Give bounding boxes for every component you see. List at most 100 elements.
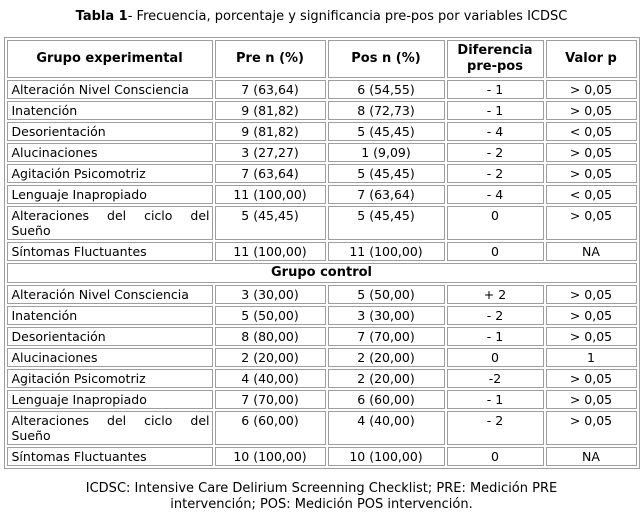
- col-header-pos: Pos n (%): [327, 40, 445, 78]
- row-label-cell: Síntomas Fluctuantes: [6, 447, 213, 466]
- table-row: Alucinaciones 3 (27,27) 1 (9,09) - 2 > 0,05: [6, 143, 637, 162]
- p-value-cell: < 0,05: [545, 185, 637, 204]
- footnote-line-1: ICDSC: Intensive Care Delirium Screennin…: [85, 481, 558, 496]
- control-tbody: Alteración Nivel Consciencia 3 (30,00) 5 (…: [6, 285, 637, 466]
- pos-value-cell: 6 (54,55): [327, 80, 445, 99]
- pre-value-cell: 10 (100,00): [214, 447, 326, 466]
- pre-value-cell: 6 (60,00): [214, 411, 326, 445]
- pos-value-cell: 10 (100,00): [327, 447, 445, 466]
- table-row: Desorientación 8 (80,00) 7 (70,00) - 1 > 0,0…: [6, 327, 637, 346]
- group-control-row: Grupo control: [6, 263, 637, 283]
- pos-value-cell: 2 (20,00): [327, 369, 445, 388]
- diff-value-cell: - 2: [446, 143, 544, 162]
- row-label-cell: Síntomas Fluctuantes: [6, 242, 213, 261]
- p-value-cell: > 0,05: [545, 206, 637, 240]
- table-row: Alteraciones del ciclo del Sueño 5 (45,45…: [6, 206, 637, 240]
- header-row: Grupo experimental Pre n (%) Pos n (%) D…: [6, 40, 637, 78]
- row-label-cell: Alucinaciones: [6, 348, 213, 367]
- row-label-cell: Inatención: [6, 101, 213, 120]
- diff-value-cell: 0: [446, 447, 544, 466]
- table-footnote: ICDSC: Intensive Care Delirium Screennin…: [0, 481, 643, 513]
- col-header-diferencia: Diferencia pre-pos: [446, 40, 544, 78]
- pos-value-cell: 5 (45,45): [327, 122, 445, 141]
- pre-value-cell: 9 (81,82): [214, 101, 326, 120]
- pre-value-cell: 11 (100,00): [214, 185, 326, 204]
- diff-value-cell: - 2: [446, 306, 544, 325]
- row-label-cell: Lenguaje Inapropiado: [6, 390, 213, 409]
- p-value-cell: > 0,05: [545, 101, 637, 120]
- data-table: Grupo experimental Pre n (%) Pos n (%) D…: [3, 37, 640, 469]
- diff-value-cell: - 4: [446, 185, 544, 204]
- p-value-cell: NA: [545, 447, 637, 466]
- p-value-cell: NA: [545, 242, 637, 261]
- p-value-cell: > 0,05: [545, 306, 637, 325]
- pos-value-cell: 5 (45,45): [327, 164, 445, 183]
- experimental-tbody: Alteración Nivel Consciencia 7 (63,64) 6 (…: [6, 80, 637, 261]
- p-value-cell: > 0,05: [545, 390, 637, 409]
- row-label-cell: Alucinaciones: [6, 143, 213, 162]
- diff-value-cell: - 1: [446, 101, 544, 120]
- table-row: Lenguaje Inapropiado 11 (100,00) 7 (63,64)…: [6, 185, 637, 204]
- diff-value-cell: - 1: [446, 390, 544, 409]
- diff-value-cell: - 2: [446, 411, 544, 445]
- p-value-cell: 1: [545, 348, 637, 367]
- pos-value-cell: 5 (45,45): [327, 206, 445, 240]
- pre-value-cell: 7 (70,00): [214, 390, 326, 409]
- pre-value-cell: 2 (20,00): [214, 348, 326, 367]
- row-label-cell: Inatención: [6, 306, 213, 325]
- table-row: Inatención 5 (50,00) 3 (30,00) - 2 > 0,05: [6, 306, 637, 325]
- pos-value-cell: 7 (70,00): [327, 327, 445, 346]
- pre-value-cell: 11 (100,00): [214, 242, 326, 261]
- pre-value-cell: 3 (27,27): [214, 143, 326, 162]
- col-header-valor-p: Valor p: [545, 40, 637, 78]
- pos-value-cell: 11 (100,00): [327, 242, 445, 261]
- p-value-cell: > 0,05: [545, 411, 637, 445]
- diff-value-cell: 0: [446, 242, 544, 261]
- pos-value-cell: 1 (9,09): [327, 143, 445, 162]
- group-control-label: Grupo control: [6, 263, 637, 283]
- diff-value-cell: + 2: [446, 285, 544, 304]
- pre-value-cell: 8 (80,00): [214, 327, 326, 346]
- diff-value-cell: - 4: [446, 122, 544, 141]
- row-label-cell: Alteraciones del ciclo del Sueño: [6, 206, 213, 240]
- table-row: Alteraciones del ciclo del Sueño 6 (60,00…: [6, 411, 637, 445]
- table-row: Agitación Psicomotriz 4 (40,00) 2 (20,00) -…: [6, 369, 637, 388]
- row-label-cell: Agitación Psicomotriz: [6, 369, 213, 388]
- p-value-cell: > 0,05: [545, 369, 637, 388]
- pre-value-cell: 4 (40,00): [214, 369, 326, 388]
- p-value-cell: > 0,05: [545, 164, 637, 183]
- pre-value-cell: 5 (45,45): [214, 206, 326, 240]
- pos-value-cell: 7 (63,64): [327, 185, 445, 204]
- p-value-cell: > 0,05: [545, 143, 637, 162]
- pre-value-cell: 5 (50,00): [214, 306, 326, 325]
- diff-value-cell: - 1: [446, 327, 544, 346]
- table-row: Síntomas Fluctuantes 11 (100,00) 11 (100,0…: [6, 242, 637, 261]
- table-row: Agitación Psicomotriz 7 (63,64) 5 (45,45) -…: [6, 164, 637, 183]
- table-row: Alteración Nivel Consciencia 7 (63,64) 6 (…: [6, 80, 637, 99]
- diff-value-cell: 0: [446, 348, 544, 367]
- table-caption: Tabla 1- Frecuencia, porcentaje y signif…: [0, 0, 643, 25]
- p-value-cell: > 0,05: [545, 80, 637, 99]
- table-row: Lenguaje Inapropiado 7 (70,00) 6 (60,00) - …: [6, 390, 637, 409]
- row-label-cell: Lenguaje Inapropiado: [6, 185, 213, 204]
- pre-value-cell: 7 (63,64): [214, 80, 326, 99]
- table-row: Síntomas Fluctuantes 10 (100,00) 10 (100,0…: [6, 447, 637, 466]
- p-value-cell: > 0,05: [545, 285, 637, 304]
- row-label-cell: Desorientación: [6, 327, 213, 346]
- caption-text: - Frecuencia, porcentaje y significancia…: [127, 9, 568, 24]
- control-section: Grupo control: [6, 263, 637, 283]
- table-row: Desorientación 9 (81,82) 5 (45,45) - 4 < 0,0…: [6, 122, 637, 141]
- pos-value-cell: 3 (30,00): [327, 306, 445, 325]
- pre-value-cell: 3 (30,00): [214, 285, 326, 304]
- diff-value-cell: - 1: [446, 80, 544, 99]
- footnote-line-2: intervención; POS: Medición POS interven…: [170, 497, 473, 512]
- pos-value-cell: 8 (72,73): [327, 101, 445, 120]
- diff-value-cell: 0: [446, 206, 544, 240]
- caption-label: Tabla 1: [75, 9, 128, 24]
- table-row: Inatención 9 (81,82) 8 (72,73) - 1 > 0,05: [6, 101, 637, 120]
- diff-value-cell: -2: [446, 369, 544, 388]
- pos-value-cell: 5 (50,00): [327, 285, 445, 304]
- pos-value-cell: 2 (20,00): [327, 348, 445, 367]
- table-row: Alucinaciones 2 (20,00) 2 (20,00) 0 1: [6, 348, 637, 367]
